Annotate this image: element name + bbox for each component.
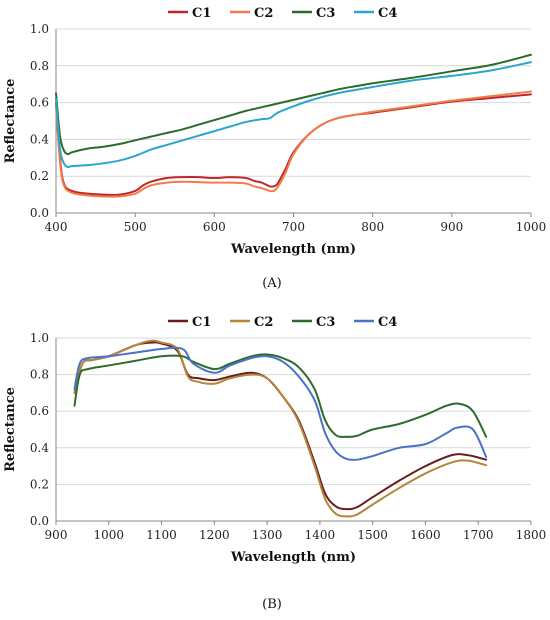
- x-tick-label: 1000: [516, 220, 547, 234]
- y-tick-label: 1.0: [30, 331, 49, 345]
- y-axis-label: Reflectance: [3, 387, 18, 472]
- y-axis-label: Reflectance: [3, 79, 18, 164]
- y-tick-label: 0.0: [30, 514, 49, 528]
- x-tick-label: 400: [45, 220, 68, 234]
- y-tick-label: 0.0: [30, 206, 49, 220]
- x-tick-label: 600: [203, 220, 226, 234]
- legend-label: C4: [378, 6, 397, 21]
- legend-label: C2: [254, 6, 273, 21]
- legend-item-c2: C2: [230, 6, 273, 21]
- legend-label: C4: [378, 315, 397, 330]
- series-line-c4: [73, 346, 488, 461]
- panel-label: (A): [262, 276, 282, 291]
- series-line-c2: [55, 90, 532, 198]
- legend-label: C3: [316, 315, 335, 330]
- series-line-c4: [55, 61, 532, 169]
- y-tick-label: 0.6: [30, 96, 49, 110]
- legend-item-c2: C2: [230, 315, 273, 330]
- chart-panel-a: 0.0 0.2 0.4 0.6 0.8 1.0 400 500 600 700 800 900 1000…: [3, 6, 546, 291]
- y-tick-label: 0.6: [30, 404, 49, 418]
- legend-label: C1: [192, 6, 211, 21]
- legend-item-c1: C1: [168, 315, 211, 330]
- series-line-c3: [55, 53, 532, 156]
- x-tick-label: 900: [440, 220, 463, 234]
- legend-item-c3: C3: [292, 6, 335, 21]
- y-tick-label: 1.0: [30, 22, 49, 36]
- panel-label: (B): [262, 597, 282, 612]
- y-tick-label: 0.2: [30, 169, 49, 183]
- x-tick-label: 1400: [305, 528, 336, 542]
- x-tick-label: 900: [45, 528, 68, 542]
- x-axis-label: Wavelength (nm): [230, 242, 356, 257]
- y-tick-label: 0.2: [30, 477, 49, 491]
- x-tick-label: 1700: [463, 528, 494, 542]
- y-tick-label: 0.8: [30, 59, 49, 73]
- series-line-c3: [73, 353, 488, 438]
- x-tick-label: 1000: [94, 528, 125, 542]
- legend-item-c4: C4: [354, 6, 397, 21]
- x-tick-label: 1100: [146, 528, 177, 542]
- chart-panel-b: 0.0 0.2 0.4 0.6 0.8 1.0 900 1000 1100 1200 1300 140…: [3, 315, 546, 612]
- x-tick-label: 1200: [199, 528, 230, 542]
- legend-item-c3: C3: [292, 315, 335, 330]
- x-tick-label: 800: [361, 220, 384, 234]
- x-tick-label: 700: [282, 220, 305, 234]
- x-tick-label: 1300: [252, 528, 283, 542]
- legend-item-c4: C4: [354, 315, 397, 330]
- legend-item-c1: C1: [168, 6, 211, 21]
- y-tick-label: 0.4: [30, 132, 49, 146]
- legend-label: C3: [316, 6, 335, 21]
- x-tick-label: 500: [124, 220, 147, 234]
- legend-label: C2: [254, 315, 273, 330]
- y-tick-label: 0.4: [30, 441, 49, 455]
- series-line-c2: [73, 339, 488, 518]
- x-tick-label: 1800: [516, 528, 547, 542]
- x-tick-label: 1500: [357, 528, 388, 542]
- x-axis-label: Wavelength (nm): [230, 550, 356, 565]
- x-tick-label: 1600: [410, 528, 441, 542]
- legend-label: C1: [192, 315, 211, 330]
- series-line-c1: [55, 93, 532, 196]
- y-tick-label: 0.8: [30, 368, 49, 382]
